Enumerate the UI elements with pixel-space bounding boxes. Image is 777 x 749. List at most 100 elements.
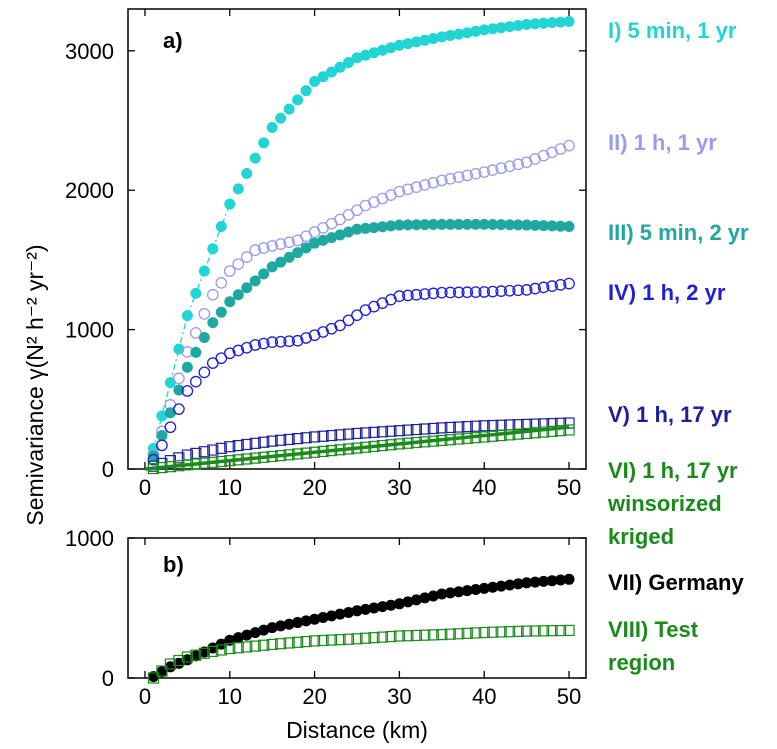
data-point [376, 221, 388, 233]
data-point [275, 434, 287, 446]
data-point [249, 452, 261, 464]
data-point [504, 579, 516, 591]
data-point [385, 630, 397, 643]
data-point [504, 626, 516, 638]
data-point [249, 640, 261, 652]
data-point [224, 198, 236, 210]
data-point [258, 451, 270, 463]
data-point [495, 285, 508, 297]
data-point [487, 430, 499, 442]
data-point [393, 290, 406, 303]
data-point [402, 38, 414, 50]
data-point [461, 585, 473, 597]
y-tick-label: 2000 [65, 178, 114, 203]
kriged-fit-line [144, 425, 570, 471]
data-point [207, 444, 219, 456]
data-point [503, 284, 516, 297]
data-point [419, 34, 431, 46]
data-point [258, 268, 270, 280]
data-point [156, 410, 168, 422]
data-point [359, 49, 371, 61]
data-point [334, 319, 346, 332]
data-point [478, 24, 490, 36]
series-green_1h_17yr [144, 424, 575, 475]
data-point [215, 455, 227, 468]
data-point [419, 436, 431, 448]
data-point [308, 446, 321, 458]
data-point [266, 450, 278, 463]
data-point [198, 647, 210, 659]
data-point [402, 289, 414, 302]
data-point [419, 592, 431, 604]
data-point [529, 219, 541, 231]
data-point [487, 626, 499, 638]
data-point [300, 635, 312, 648]
data-point [343, 57, 355, 69]
data-point [266, 336, 279, 349]
data-point [478, 420, 490, 432]
x-tick-label: 50 [557, 684, 581, 709]
data-point [249, 437, 261, 449]
data-point [521, 18, 533, 30]
data-point [444, 218, 456, 230]
data-point [275, 620, 287, 632]
data-point [478, 431, 490, 443]
x-tick-label: 40 [472, 475, 496, 500]
x-tick-label: 20 [302, 684, 326, 709]
data-point [504, 429, 516, 441]
data-point [266, 240, 279, 252]
data-point [292, 247, 304, 259]
data-point [469, 286, 482, 298]
data-point [546, 280, 558, 292]
legend-entry: VII) Germany [608, 570, 744, 595]
data-point [470, 218, 482, 230]
data-point [223, 347, 236, 360]
data-point [241, 438, 253, 451]
data-point [495, 219, 507, 231]
data-point [427, 422, 439, 435]
data-point [495, 429, 507, 442]
data-point [563, 424, 575, 436]
data-point [351, 605, 363, 617]
data-point [419, 219, 431, 231]
data-point [275, 638, 287, 650]
data-point [444, 286, 457, 299]
y-axis-label: Semivariance γ(N² h⁻² yr⁻²) [22, 244, 48, 525]
data-point [326, 232, 338, 244]
data-point [436, 628, 448, 641]
data-point [258, 137, 270, 149]
data-point [470, 584, 482, 596]
data-point [436, 218, 448, 230]
data-point [435, 174, 448, 187]
data-point [368, 632, 380, 644]
data-point [444, 421, 456, 434]
data-point [300, 85, 312, 97]
data-point [529, 625, 541, 637]
data-point [461, 218, 473, 230]
data-point [308, 431, 321, 443]
data-point [563, 624, 575, 637]
data-point [512, 19, 524, 31]
data-point [147, 462, 160, 475]
legend-entry: V) 1 h, 17 yr [608, 402, 732, 427]
data-point [164, 658, 177, 670]
data-point [147, 671, 159, 683]
data-point [351, 309, 363, 322]
data-point [529, 427, 541, 439]
data-point [232, 632, 244, 644]
data-point [232, 183, 244, 195]
data-point [487, 219, 499, 231]
data-point [164, 461, 177, 473]
data-point [538, 575, 550, 587]
data-point [546, 425, 558, 437]
data-point [529, 18, 541, 30]
data-point [198, 265, 210, 277]
data-point [232, 454, 244, 466]
data-point [512, 158, 524, 171]
data-point [427, 629, 439, 641]
data-point [147, 450, 159, 462]
data-point [334, 608, 346, 620]
data-point [427, 590, 439, 602]
data-point [495, 162, 508, 175]
data-point [173, 654, 185, 667]
